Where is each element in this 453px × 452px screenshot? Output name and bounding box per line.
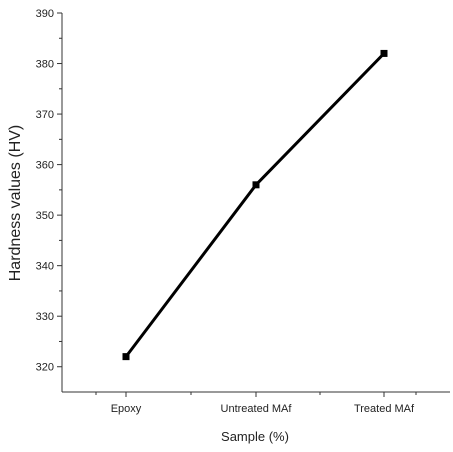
data-point-marker: [380, 49, 388, 57]
y-tick-label: 390: [36, 8, 54, 20]
y-tick-label: 330: [36, 311, 54, 323]
data-point-marker: [122, 353, 130, 361]
axes: [61, 13, 450, 393]
x-tick-label: Epoxy: [111, 403, 142, 415]
y-tick-label: 350: [36, 210, 54, 222]
y-tick-label: 380: [36, 59, 54, 71]
x-axis-title: Sample (%): [221, 429, 289, 444]
x-tick-label: Treated MAf: [354, 403, 415, 415]
y-tick-label: 320: [36, 362, 54, 374]
ticks: 320 330 340 350 360 370 380 390 Epoxy Untreated M…: [36, 8, 417, 415]
x-tick-label: Untreated MAf: [221, 403, 293, 415]
data-point-marker: [252, 181, 260, 189]
series-layer: [122, 49, 388, 361]
labels: Sample (%) Hardness values (HV): [7, 125, 289, 444]
series-line: [124, 51, 386, 359]
y-tick-label: 340: [36, 261, 54, 273]
y-axis-title: Hardness values (HV): [7, 125, 24, 282]
y-tick-label: 370: [36, 109, 54, 121]
y-tick-label: 360: [36, 160, 54, 172]
